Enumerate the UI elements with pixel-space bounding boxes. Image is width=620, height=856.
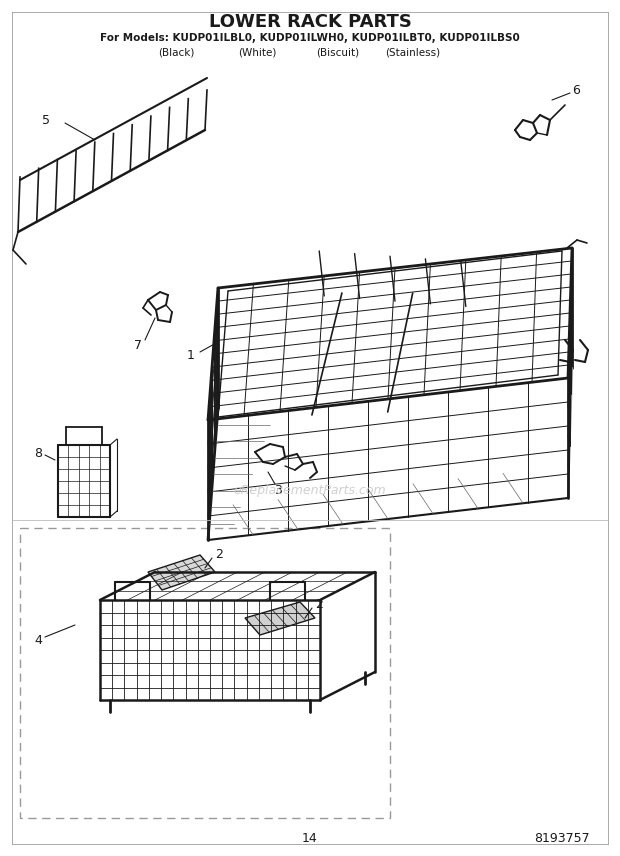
Text: eReplacementParts.com: eReplacementParts.com bbox=[234, 484, 386, 496]
Text: 4: 4 bbox=[34, 633, 42, 646]
Text: (White): (White) bbox=[238, 47, 277, 57]
Text: 8: 8 bbox=[34, 447, 42, 460]
Text: 7: 7 bbox=[134, 338, 142, 352]
Text: (Black): (Black) bbox=[159, 47, 195, 57]
Polygon shape bbox=[148, 555, 215, 590]
Text: 6: 6 bbox=[572, 84, 580, 97]
Text: LOWER RACK PARTS: LOWER RACK PARTS bbox=[208, 13, 412, 31]
Text: 1: 1 bbox=[187, 348, 195, 361]
Text: For Models: KUDP01ILBL0, KUDP01ILWH0, KUDP01ILBT0, KUDP01ILBS0: For Models: KUDP01ILBL0, KUDP01ILWH0, KU… bbox=[100, 33, 520, 43]
Text: 8193757: 8193757 bbox=[534, 831, 590, 845]
Text: 2: 2 bbox=[315, 598, 323, 611]
Text: 5: 5 bbox=[42, 114, 50, 127]
Text: 2: 2 bbox=[215, 549, 223, 562]
Polygon shape bbox=[245, 602, 315, 635]
Text: 14: 14 bbox=[302, 831, 318, 845]
Bar bbox=[20, 528, 390, 818]
Text: 3: 3 bbox=[274, 484, 282, 496]
Text: (Biscuit): (Biscuit) bbox=[316, 47, 360, 57]
Text: (Stainless): (Stainless) bbox=[385, 47, 440, 57]
